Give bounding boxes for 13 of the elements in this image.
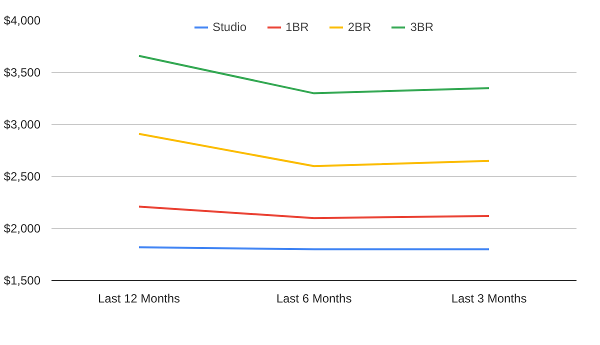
y-tick-label: $1,500 <box>4 274 41 288</box>
legend-label: 1BR <box>286 20 309 34</box>
legend-label: 3BR <box>410 20 434 34</box>
y-tick-label: $3,000 <box>4 118 41 132</box>
x-tick-label: Last 6 Months <box>276 292 352 306</box>
x-tick-label: Last 12 Months <box>98 292 180 306</box>
x-tick-label: Last 3 Months <box>451 292 527 306</box>
y-tick-label: $2,500 <box>4 170 41 184</box>
legend-label: Studio <box>212 20 246 34</box>
y-tick-label: $3,500 <box>4 66 41 80</box>
y-tick-label: $4,000 <box>4 14 41 28</box>
legend-label: 2BR <box>348 20 372 34</box>
y-tick-label: $2,000 <box>4 222 41 236</box>
